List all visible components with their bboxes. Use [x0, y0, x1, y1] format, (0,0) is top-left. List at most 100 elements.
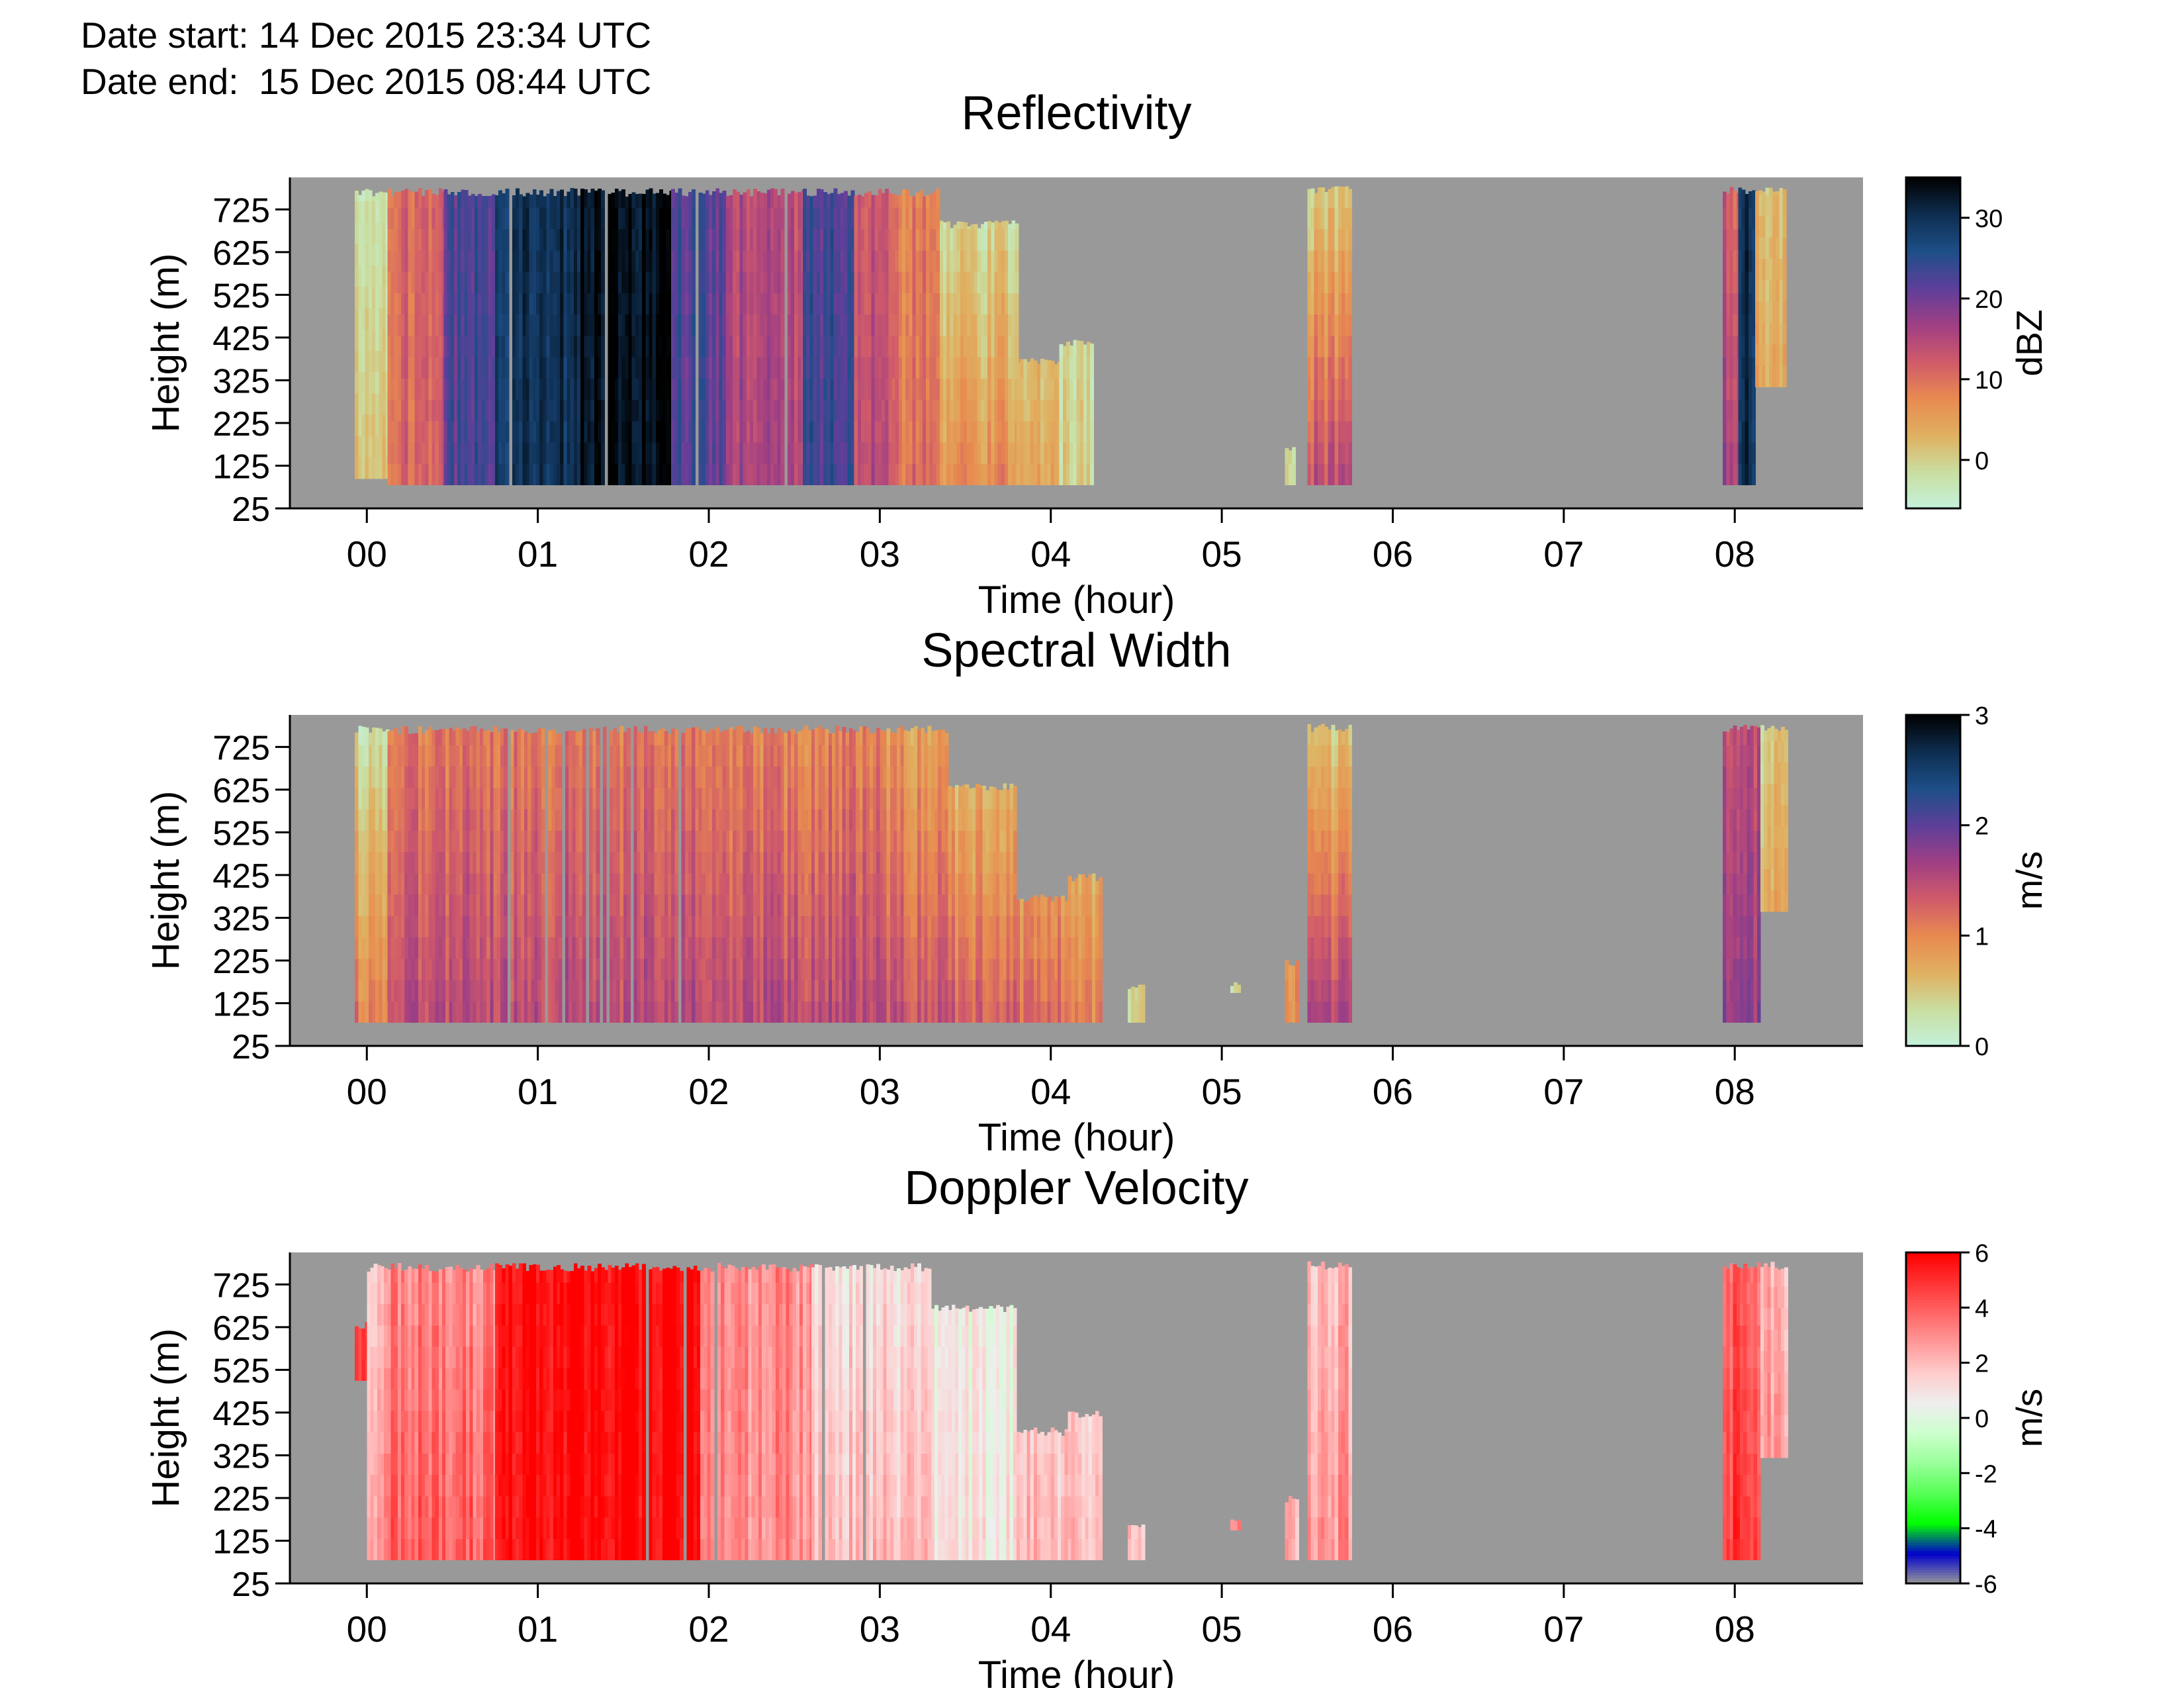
heatmap-cell: [946, 357, 950, 379]
heatmap-cell: [654, 787, 659, 810]
heatmap-cell: [519, 357, 523, 379]
heatmap-cell: [794, 357, 798, 379]
heatmap-cell: [414, 958, 419, 980]
heatmap-cell: [709, 728, 713, 745]
heatmap-cell: [657, 915, 662, 938]
heatmap-cell: [666, 463, 670, 486]
heatmap-cell: [647, 808, 651, 831]
heatmap-cell: [355, 350, 359, 373]
heatmap-cell: [780, 293, 785, 315]
heatmap-cell: [365, 745, 369, 767]
heatmap-cell: [408, 787, 412, 810]
heatmap-cell: [912, 228, 917, 251]
heatmap-cell: [411, 830, 416, 853]
heatmap-cell: [365, 894, 369, 916]
heatmap-cell: [643, 808, 648, 831]
heatmap-cell: [616, 766, 621, 788]
heatmap-cell: [602, 894, 607, 916]
heatmap-cell: [712, 980, 716, 1002]
heatmap-cell: [425, 442, 429, 464]
heatmap-cell: [425, 872, 429, 895]
heatmap-cell: [461, 314, 465, 336]
heatmap-cell: [891, 335, 896, 357]
heatmap-cell: [512, 207, 516, 230]
heatmap-cell: [610, 830, 614, 853]
heatmap-cell: [645, 207, 650, 230]
heatmap-cell: [719, 357, 723, 379]
colorbar-segment: [1906, 320, 1960, 324]
heatmap-cell: [712, 442, 716, 464]
heatmap-cell: [358, 958, 363, 980]
heatmap-cell: [397, 335, 402, 357]
heatmap-cell: [428, 830, 433, 853]
heatmap-cell: [1345, 271, 1349, 293]
heatmap-cell: [739, 937, 744, 959]
heatmap-cell: [1741, 357, 1746, 379]
heatmap-cell: [861, 442, 865, 464]
heatmap-cell: [743, 731, 747, 745]
heatmap-cell: [375, 894, 379, 916]
heatmap-cell: [394, 207, 398, 230]
heatmap-cell: [379, 307, 383, 330]
heatmap-cell: [1334, 228, 1339, 251]
heatmap-cell: [577, 442, 581, 464]
heatmap-cell: [504, 980, 508, 1002]
heatmap-cell: [809, 228, 814, 251]
heatmap-cell: [400, 830, 405, 853]
heatmap-cell: [421, 335, 426, 357]
heatmap-cell: [1324, 250, 1328, 272]
heatmap-cell: [438, 980, 443, 1002]
heatmap-cell: [404, 314, 408, 336]
heatmap-cell: [379, 745, 383, 767]
heatmap-cell: [365, 265, 369, 287]
heatmap-cell: [739, 463, 744, 486]
heatmap-cell: [1738, 207, 1743, 230]
heatmap-cell: [736, 830, 741, 853]
heatmap-cell: [435, 195, 439, 208]
heatmap-cell: [569, 915, 572, 938]
heatmap-cell: [980, 378, 985, 400]
heatmap-cell: [1324, 399, 1328, 422]
heatmap-cell: [361, 436, 366, 458]
heatmap-cell: [569, 730, 572, 745]
heatmap-cell: [587, 192, 592, 208]
heatmap-cell: [454, 442, 458, 464]
heatmap-cell: [425, 830, 429, 853]
heatmap-cell: [857, 314, 862, 336]
heatmap-cell: [541, 830, 545, 853]
heatmap-cell: [628, 442, 633, 464]
heatmap-cell: [847, 314, 852, 336]
heatmap-cell: [633, 980, 638, 1002]
heatmap-cell: [397, 293, 402, 315]
heatmap-cell: [498, 314, 502, 336]
heatmap-cell: [1005, 357, 1009, 379]
heatmap-cell: [722, 915, 727, 938]
heatmap-cell: [681, 314, 686, 336]
heatmap-cell: [527, 808, 531, 831]
heatmap-cell: [1338, 378, 1342, 400]
heatmap-cell: [616, 872, 621, 895]
heatmap-cell: [524, 894, 528, 916]
heatmap-cell: [490, 958, 494, 980]
heatmap-cell: [387, 357, 392, 379]
heatmap-cell: [490, 766, 494, 788]
heatmap-cell: [418, 314, 422, 336]
colorbar-tick-label: 10: [1975, 367, 2003, 395]
heatmap-cell: [787, 399, 792, 422]
heatmap-cell: [639, 271, 643, 293]
heatmap-cell: [763, 787, 768, 810]
heatmap-cell: [702, 1001, 706, 1023]
heatmap-cell: [705, 250, 709, 272]
heatmap-cell: [705, 980, 709, 1002]
heatmap-cell: [390, 196, 395, 208]
heatmap-cell: [525, 357, 530, 379]
heatmap-cell: [558, 980, 563, 1002]
heatmap-cell: [994, 442, 999, 464]
heatmap-cell: [1066, 357, 1070, 379]
heatmap-cell: [361, 393, 366, 415]
heatmap-cell: [692, 463, 696, 486]
heatmap-cell: [766, 463, 771, 486]
heatmap-cell: [882, 335, 886, 357]
heatmap-cell: [594, 293, 598, 315]
heatmap-cell: [1729, 335, 1734, 357]
